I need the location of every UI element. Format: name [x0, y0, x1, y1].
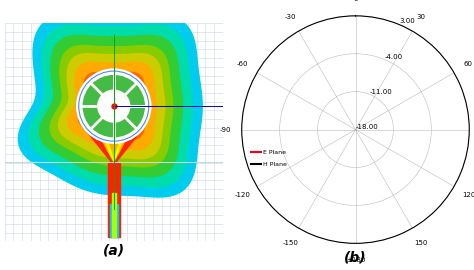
Polygon shape [78, 72, 146, 140]
Bar [108, 163, 120, 237]
Circle shape [79, 71, 149, 141]
Polygon shape [18, 15, 202, 197]
Bar [110, 204, 118, 237]
Polygon shape [29, 25, 192, 187]
Circle shape [77, 69, 151, 143]
Bar [111, 193, 116, 237]
Polygon shape [100, 132, 127, 161]
Polygon shape [39, 35, 182, 177]
Text: (a): (a) [103, 244, 125, 258]
Circle shape [83, 76, 144, 137]
Polygon shape [88, 132, 140, 165]
Circle shape [80, 72, 147, 140]
Text: (b): (b) [344, 251, 367, 265]
Text: H Plane: H Plane [263, 162, 287, 167]
Polygon shape [59, 54, 165, 159]
Polygon shape [68, 62, 156, 150]
Text: E Plane: E Plane [263, 150, 286, 155]
Circle shape [100, 92, 128, 120]
Polygon shape [50, 46, 173, 167]
